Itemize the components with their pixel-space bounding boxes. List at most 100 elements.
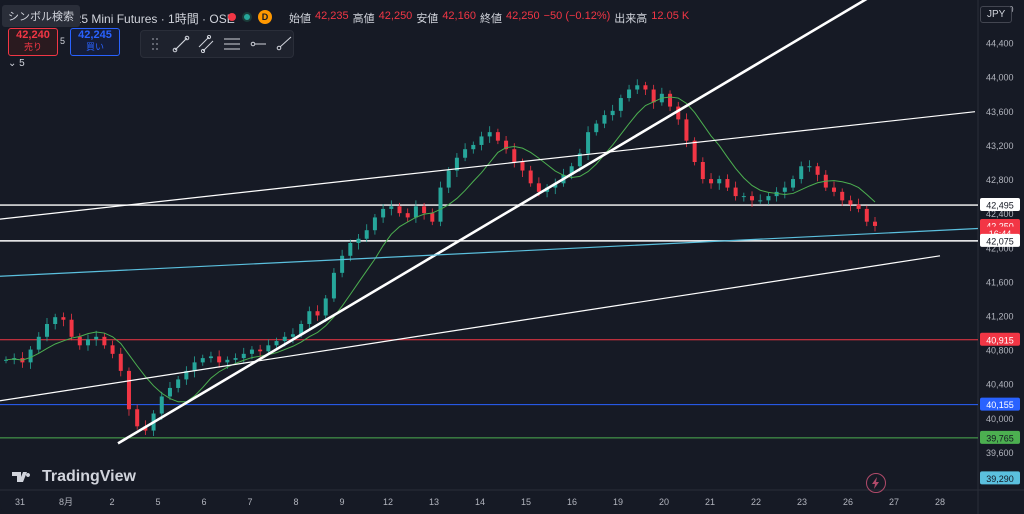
candle-body xyxy=(569,166,574,175)
y-tick-label: 42,400 xyxy=(986,209,1014,219)
candle-body xyxy=(118,353,123,371)
candle-body xyxy=(430,213,435,222)
ohlc-label: 安値 xyxy=(416,13,439,25)
candle-body xyxy=(733,187,738,197)
ohlc-label: 出来高 xyxy=(614,13,648,25)
candle-body xyxy=(53,317,58,324)
channel-icon[interactable] xyxy=(196,34,216,54)
candle-body xyxy=(208,356,213,359)
candle-body xyxy=(258,349,263,352)
candle-body xyxy=(487,132,492,137)
sell-label: 売り xyxy=(23,42,42,52)
currency-selector[interactable]: JPY xyxy=(980,6,1013,23)
candle-body xyxy=(299,324,304,335)
lots-selector[interactable]: ⌄ 5 xyxy=(8,58,25,69)
fib-retracement-icon[interactable] xyxy=(222,34,242,54)
x-tick-label: 2 xyxy=(109,497,114,507)
x-tick-label: 21 xyxy=(705,497,715,507)
buy-label: 買い xyxy=(85,42,104,52)
x-tick-label: 8月 xyxy=(59,497,73,507)
candle-body xyxy=(840,191,845,201)
candle-body xyxy=(413,206,418,218)
candle-body xyxy=(766,196,771,201)
candle-body xyxy=(249,349,254,354)
x-tick-label: 12 xyxy=(383,497,393,507)
buy-button[interactable]: 42,245 買い xyxy=(70,28,120,56)
candle-body xyxy=(184,370,189,380)
x-tick-label: 19 xyxy=(613,497,623,507)
candle-body xyxy=(454,157,459,171)
candle-body xyxy=(200,358,205,363)
candle-body xyxy=(692,140,697,162)
candle-body xyxy=(684,119,689,141)
x-tick-label: 15 xyxy=(521,497,531,507)
candle-body xyxy=(536,183,541,192)
candle-body xyxy=(94,336,99,340)
candle-body xyxy=(233,358,238,360)
tradingview-logo-icon xyxy=(12,472,31,482)
sell-button[interactable]: 42,240 売り xyxy=(8,28,58,56)
candle-body xyxy=(717,179,722,184)
candle-body xyxy=(512,149,517,162)
ohlc-value: 12.05 K xyxy=(651,10,690,22)
price-label: 40,915 xyxy=(986,335,1014,345)
candle-body xyxy=(553,183,558,188)
x-tick-label: 5 xyxy=(155,497,160,507)
x-tick-label: 20 xyxy=(659,497,669,507)
market-closed-icon xyxy=(228,13,236,21)
candle-body xyxy=(28,349,33,363)
drag-handle-icon[interactable] xyxy=(145,34,165,54)
y-tick-label: 41,600 xyxy=(986,277,1014,287)
ohlc-legend: 始値 42,235 高値 42,250 安値 42,160 終値 42,250 −50 (−0.… xyxy=(289,10,689,26)
candle-body xyxy=(446,170,451,188)
logo-text: TradingView xyxy=(42,468,136,485)
y-tick-label: 40,400 xyxy=(986,380,1014,390)
trend-line-icon[interactable] xyxy=(171,34,191,54)
symbol-search-button[interactable]: シンボル検索 xyxy=(2,5,80,27)
candle-body xyxy=(323,298,328,316)
moving-average-line xyxy=(5,96,876,403)
candle-body xyxy=(110,345,115,354)
lightning-icon[interactable] xyxy=(866,473,886,493)
horizontal-ray-icon[interactable] xyxy=(248,34,268,54)
ohlc-value: −50 (−0.12%) xyxy=(543,10,611,22)
candle-body xyxy=(528,170,533,184)
tradingview-logo: TradingView xyxy=(12,468,136,486)
drawing-toolbar xyxy=(140,30,294,58)
sell-price: 42,240 xyxy=(16,29,50,41)
candle-body xyxy=(627,89,632,99)
candle-body xyxy=(856,204,861,209)
data-status-icon xyxy=(242,12,252,22)
candle-body xyxy=(463,149,468,158)
y-tick-label: 39,600 xyxy=(986,448,1014,458)
candle-body xyxy=(848,200,853,205)
ohlc-label: 始値 xyxy=(289,13,311,25)
candle-body xyxy=(676,106,681,120)
candle-body xyxy=(651,89,656,103)
candle-body xyxy=(758,200,763,202)
candle-body xyxy=(290,334,295,337)
candle-body xyxy=(340,255,345,273)
price-label-bg xyxy=(980,471,1020,485)
candle-body xyxy=(176,379,181,388)
ohlc-value: 42,160 xyxy=(442,10,476,22)
candle-body xyxy=(372,217,377,231)
candle-body xyxy=(635,85,640,90)
candle-body xyxy=(356,238,361,243)
candle-body xyxy=(864,208,869,222)
price-label-bg xyxy=(980,397,1020,411)
price-label-bg xyxy=(980,332,1020,346)
x-tick-label: 22 xyxy=(751,497,761,507)
ohlc-value: 42,250 xyxy=(505,10,540,22)
candle-body xyxy=(643,85,648,90)
ray-icon[interactable] xyxy=(273,34,293,54)
x-tick-label: 27 xyxy=(889,497,899,507)
candle-body xyxy=(159,396,164,414)
spread-value: 5 xyxy=(60,36,66,46)
x-tick-label: 31 xyxy=(15,497,25,507)
x-tick-label: 8 xyxy=(293,497,298,507)
x-tick-label: 26 xyxy=(843,497,853,507)
price-label: 39,765 xyxy=(986,433,1014,443)
